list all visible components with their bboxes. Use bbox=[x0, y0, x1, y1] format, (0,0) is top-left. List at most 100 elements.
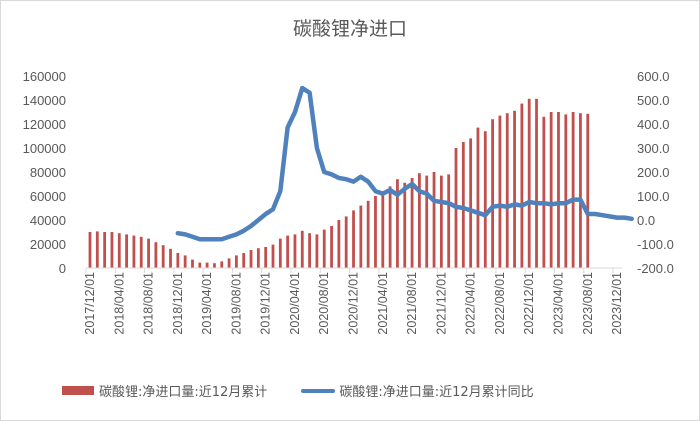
x-tick-label: 2022/12/01 bbox=[522, 272, 536, 335]
bar bbox=[183, 255, 187, 268]
bar bbox=[505, 113, 509, 268]
bar bbox=[388, 186, 392, 268]
left-y-tick-label: 80000 bbox=[30, 165, 66, 180]
bar bbox=[293, 234, 297, 268]
bar bbox=[147, 238, 150, 268]
legend-item-bar: 碳酸锂:净进口量:近12月累计 bbox=[62, 381, 267, 400]
bar bbox=[571, 112, 575, 268]
bar bbox=[271, 244, 275, 268]
bar bbox=[352, 210, 355, 268]
bar bbox=[542, 116, 546, 268]
left-y-tick-label: 100000 bbox=[23, 141, 66, 156]
bar bbox=[557, 112, 560, 268]
bar bbox=[125, 234, 128, 268]
legend-label-bar: 碳酸锂:净进口量:近12月累计 bbox=[99, 385, 268, 400]
bar bbox=[447, 174, 451, 268]
x-tick-label: 2019/08/01 bbox=[229, 272, 243, 335]
bar bbox=[264, 247, 268, 268]
x-tick-label: 2023/08/01 bbox=[581, 272, 595, 335]
x-tick-label: 2021/12/01 bbox=[434, 272, 448, 335]
bar bbox=[483, 131, 487, 268]
bar bbox=[169, 248, 172, 268]
right-y-tick-label: 100.0 bbox=[637, 189, 670, 204]
x-tick-label: 2022/08/01 bbox=[493, 272, 507, 335]
bar bbox=[337, 220, 341, 268]
bar bbox=[256, 248, 260, 268]
left-y-tick-label: 0 bbox=[59, 261, 66, 276]
right-y-tick-label: 500.0 bbox=[637, 93, 670, 108]
left-y-tick-label: 20000 bbox=[30, 237, 66, 252]
bar bbox=[403, 182, 407, 268]
x-tick-label: 2019/04/01 bbox=[200, 272, 214, 335]
bar bbox=[579, 113, 582, 268]
bar bbox=[300, 230, 304, 268]
x-tick-label: 2023/12/01 bbox=[610, 272, 624, 335]
left-y-tick-label: 60000 bbox=[30, 189, 66, 204]
left-y-tick-label: 140000 bbox=[23, 93, 66, 108]
legend-item-line: 碳酸锂:净进口量:近12月累计同比 bbox=[301, 381, 534, 400]
bar bbox=[461, 142, 465, 268]
right-y-tick-label: 300.0 bbox=[637, 141, 670, 156]
bar bbox=[117, 233, 121, 268]
x-tick-label: 2020/04/01 bbox=[288, 272, 302, 335]
right-y-tick-label: 600.0 bbox=[637, 69, 670, 84]
bar bbox=[381, 191, 385, 268]
bar bbox=[476, 127, 480, 268]
left-y-axis: 160000 140000 120000 100000 80000 60000 40000 2… bbox=[23, 69, 66, 276]
bar bbox=[132, 235, 136, 268]
bar bbox=[249, 250, 253, 268]
bar bbox=[278, 238, 282, 268]
bar bbox=[498, 115, 502, 268]
legend-bar-swatch bbox=[62, 386, 94, 395]
right-y-tick-label: -200.0 bbox=[637, 261, 674, 276]
right-y-tick-label: -100.0 bbox=[637, 237, 674, 252]
bar bbox=[359, 205, 363, 268]
x-tick-label: 2020/08/01 bbox=[317, 272, 331, 335]
bar bbox=[191, 259, 194, 268]
bar bbox=[513, 110, 516, 268]
bar bbox=[549, 112, 553, 268]
bar bbox=[439, 175, 443, 268]
bar bbox=[432, 172, 436, 268]
x-tick-label: 2017/12/01 bbox=[83, 272, 97, 335]
bar bbox=[242, 253, 246, 268]
bar bbox=[491, 119, 494, 268]
legend: 碳酸锂:净进口量:近12月累计 碳酸锂:净进口量:近12月累计同比 bbox=[62, 381, 568, 400]
bar bbox=[344, 216, 348, 268]
bar bbox=[564, 114, 568, 269]
bar bbox=[520, 103, 524, 268]
left-y-tick-label: 40000 bbox=[30, 213, 66, 228]
x-tick-label: 2020/12/01 bbox=[347, 272, 361, 335]
line-series bbox=[175, 85, 634, 242]
bar bbox=[330, 226, 333, 268]
bar bbox=[308, 233, 311, 268]
bar bbox=[418, 173, 421, 268]
bar bbox=[227, 258, 231, 268]
x-tick-label: 2018/12/01 bbox=[171, 272, 185, 335]
chart-title: 碳酸锂净进口 bbox=[292, 18, 407, 40]
bar bbox=[205, 262, 209, 268]
bar bbox=[374, 196, 377, 268]
x-tick-label: 2021/04/01 bbox=[376, 272, 390, 335]
bar bbox=[586, 113, 590, 268]
right-y-tick-label: 0.0 bbox=[637, 213, 655, 228]
bar bbox=[139, 236, 143, 268]
left-y-tick-label: 120000 bbox=[23, 117, 66, 132]
bar bbox=[176, 253, 180, 268]
bar bbox=[103, 232, 107, 268]
bar bbox=[322, 229, 326, 268]
bar bbox=[396, 179, 399, 268]
x-tick-label: 2018/04/01 bbox=[112, 272, 126, 335]
bar-series bbox=[88, 98, 590, 269]
bar bbox=[198, 262, 202, 268]
x-tick-label: 2018/08/01 bbox=[142, 272, 156, 335]
bar bbox=[161, 245, 165, 268]
right-y-tick-label: 400.0 bbox=[637, 117, 670, 132]
bar bbox=[95, 231, 99, 268]
left-y-tick-label: 160000 bbox=[23, 69, 66, 84]
x-tick-label: 2019/12/01 bbox=[259, 272, 273, 335]
bar bbox=[154, 242, 158, 268]
bar bbox=[366, 200, 370, 268]
